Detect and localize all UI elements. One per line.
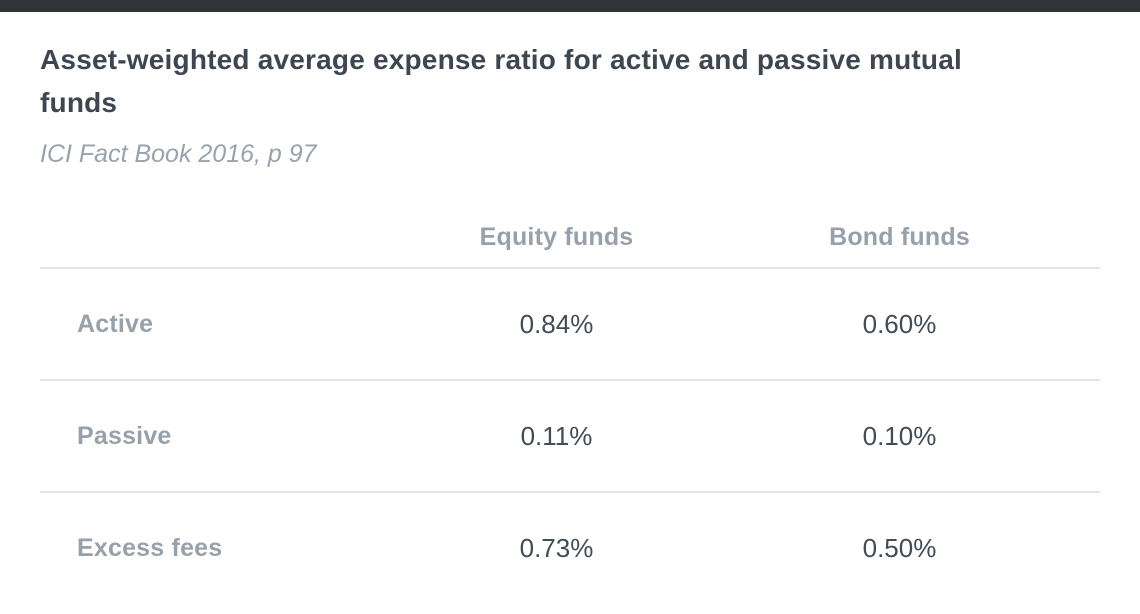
- top-accent-bar: [0, 0, 1140, 12]
- expense-ratio-table: Equity funds Bond funds Active 0.84% 0.6…: [40, 207, 1100, 603]
- cell-passive-equity: 0.11%: [520, 420, 593, 451]
- source-subtitle: ICI Fact Book 2016, p 97: [40, 140, 317, 168]
- cell-excess-fees-equity: 0.73%: [519, 532, 594, 563]
- column-header-bond-funds: Bond funds: [829, 222, 970, 251]
- column-header-equity-funds: Equity funds: [479, 222, 634, 251]
- table-row-excess-fees: Excess fees 0.73% 0.50%: [40, 493, 1100, 603]
- row-label-passive: Passive: [77, 421, 172, 450]
- cell-excess-fees-bond: 0.50%: [862, 532, 937, 563]
- row-label-excess-fees: Excess fees: [77, 533, 223, 562]
- table-row-passive: Passive 0.11% 0.10%: [40, 381, 1100, 493]
- table-row-active: Active 0.84% 0.60%: [40, 269, 1100, 381]
- chart-card: Asset-weighted average expense ratio for…: [0, 38, 1140, 603]
- table-header-row: Equity funds Bond funds: [40, 207, 1100, 269]
- cell-passive-bond: 0.10%: [862, 420, 937, 451]
- page-title: Asset-weighted average expense ratio for…: [40, 44, 962, 118]
- cell-active-equity: 0.84%: [519, 308, 594, 339]
- cell-active-bond: 0.60%: [862, 308, 937, 339]
- row-label-active: Active: [77, 309, 154, 338]
